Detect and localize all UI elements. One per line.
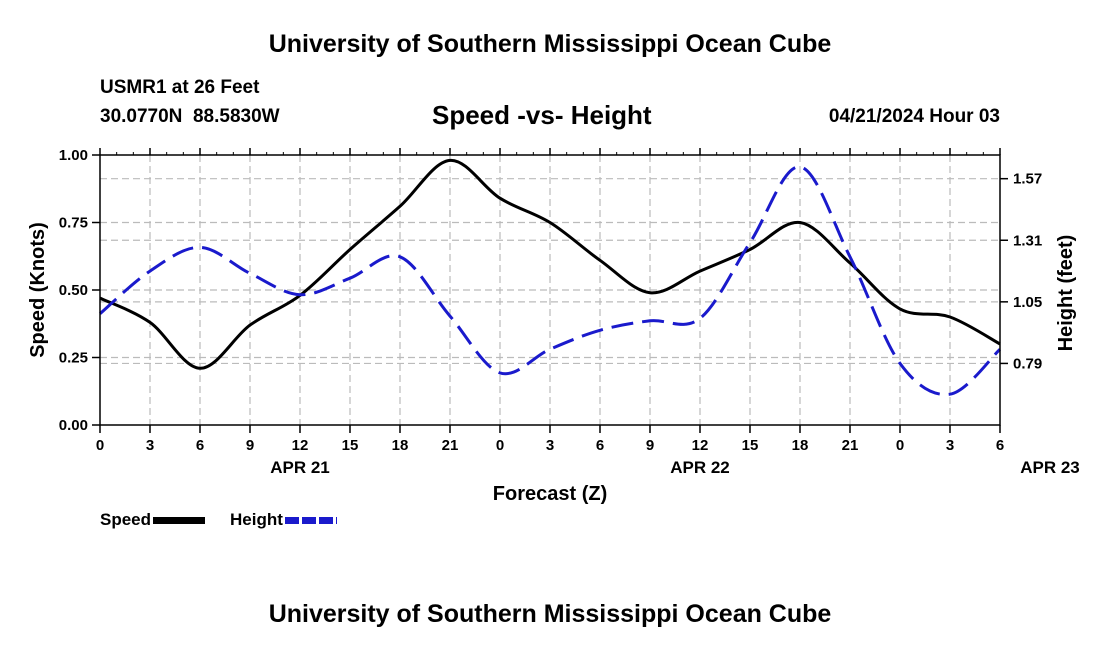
y-tick-label: 1.00 <box>59 147 88 164</box>
bottom-title: University of Southern Mississippi Ocean… <box>268 600 832 628</box>
x-tick-label: 3 <box>946 437 954 454</box>
x-tick-label: 0 <box>496 437 504 454</box>
grid-lines <box>100 155 1000 425</box>
x-tick-label: 15 <box>342 437 359 454</box>
legend-height: Height <box>230 510 337 530</box>
top-title: University of Southern Mississippi Ocean… <box>268 30 832 58</box>
y2-tick-label: 1.57 <box>1013 171 1042 188</box>
date-label: 04/21/2024 Hour 03 <box>828 106 1000 127</box>
y2-tick-label: 0.79 <box>1013 355 1042 372</box>
x-tick-label: 12 <box>292 437 309 454</box>
date-label: APR 21 <box>270 458 330 477</box>
chart-title: Speed -vs- Height <box>432 100 652 130</box>
legend-speed-label: Speed <box>100 510 152 529</box>
legend-height-swatch <box>284 516 337 524</box>
y-tick-label: 0.50 <box>59 282 88 299</box>
height-series-line <box>99 165 1002 397</box>
x-tick-label: 6 <box>596 437 604 454</box>
x-tick-label: 18 <box>392 437 409 454</box>
x-tick-label: 12 <box>692 437 709 454</box>
y2-tick-label: 1.31 <box>1013 232 1042 249</box>
y-axis-title: Speed (Knots) <box>27 222 49 358</box>
speed-series-line <box>99 158 1001 370</box>
y-tick-label: 0.00 <box>59 417 88 434</box>
coordinates-label: 30.0770N 88.5830W <box>100 106 280 127</box>
x-tick-label: 21 <box>842 437 859 454</box>
x-tick-label: 6 <box>196 437 204 454</box>
x-tick-label: 15 <box>742 437 759 454</box>
y-tick-label: 0.75 <box>59 215 88 232</box>
x-axis-title: Forecast (Z) <box>493 483 607 505</box>
x-tick-label: 6 <box>996 437 1004 454</box>
y2-tick-label: 1.05 <box>1013 294 1042 311</box>
x-tick-label: 9 <box>646 437 654 454</box>
x-tick-label: 0 <box>96 437 104 454</box>
date-label: APR 23 <box>1020 458 1080 477</box>
date-label: APR 22 <box>670 458 730 477</box>
legend-speed: Speed <box>100 510 206 530</box>
x-tick-label: 3 <box>146 437 154 454</box>
x-tick-label: 3 <box>546 437 554 454</box>
series-lines <box>99 158 1002 397</box>
y2-axis-title: Height (feet) <box>1055 235 1077 352</box>
legend-height-label: Height <box>230 510 283 529</box>
y-tick-label: 0.25 <box>59 350 88 367</box>
x-tick-label: 0 <box>896 437 904 454</box>
legend-speed-swatch <box>153 516 206 524</box>
axes: 0 3 6 9 12 15 18 21 0 3 6 9 12 15 18 21 0 3 6 0.00 0.25 0.50 0… <box>27 147 1080 505</box>
x-tick-label: 21 <box>442 437 459 454</box>
x-tick-label: 9 <box>246 437 254 454</box>
station-label: USMR1 at 26 Feet <box>100 77 260 98</box>
x-tick-label: 18 <box>792 437 809 454</box>
